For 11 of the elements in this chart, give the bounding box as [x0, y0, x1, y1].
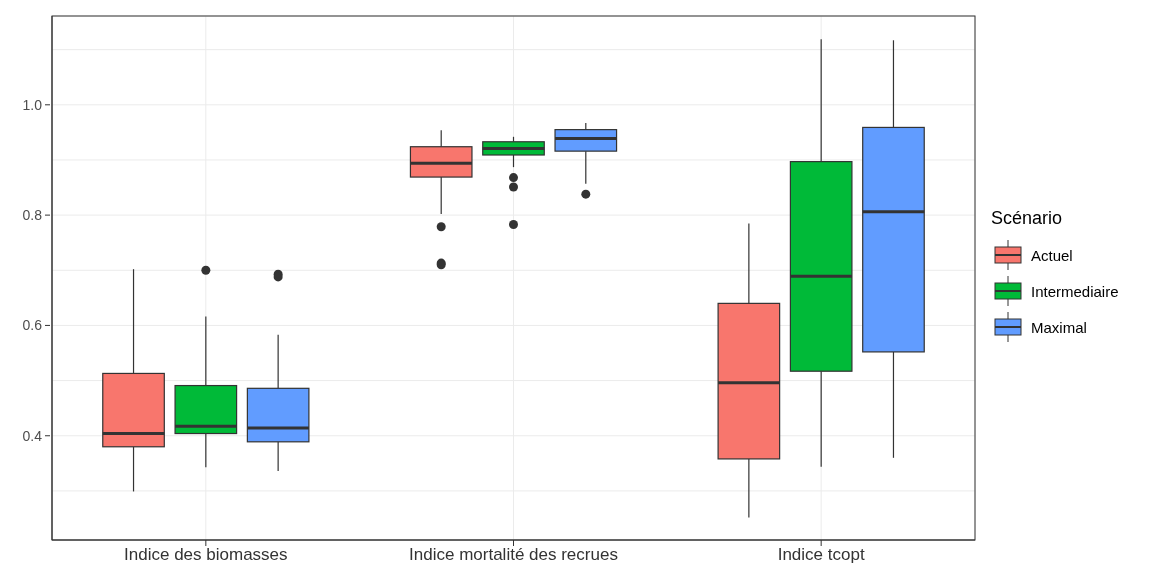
y-tick-label: 0.8 [22, 207, 43, 224]
legend-title: Scénario [991, 208, 1064, 229]
legend-label: Maximal [1031, 318, 1087, 336]
x-tick-label: Indice des biomasses [124, 545, 288, 565]
legend-label: Actuel [1031, 246, 1073, 264]
legend-label: Intermediaire [1031, 282, 1119, 300]
x-tick-label: Indice tcopt [777, 545, 865, 565]
y-tick-label: 1.0 [22, 96, 43, 113]
y-tick-label: 0.6 [22, 317, 43, 334]
y-tick-label: 0.4 [22, 427, 43, 444]
x-tick-label: Indice mortalité des recrues [409, 545, 618, 565]
